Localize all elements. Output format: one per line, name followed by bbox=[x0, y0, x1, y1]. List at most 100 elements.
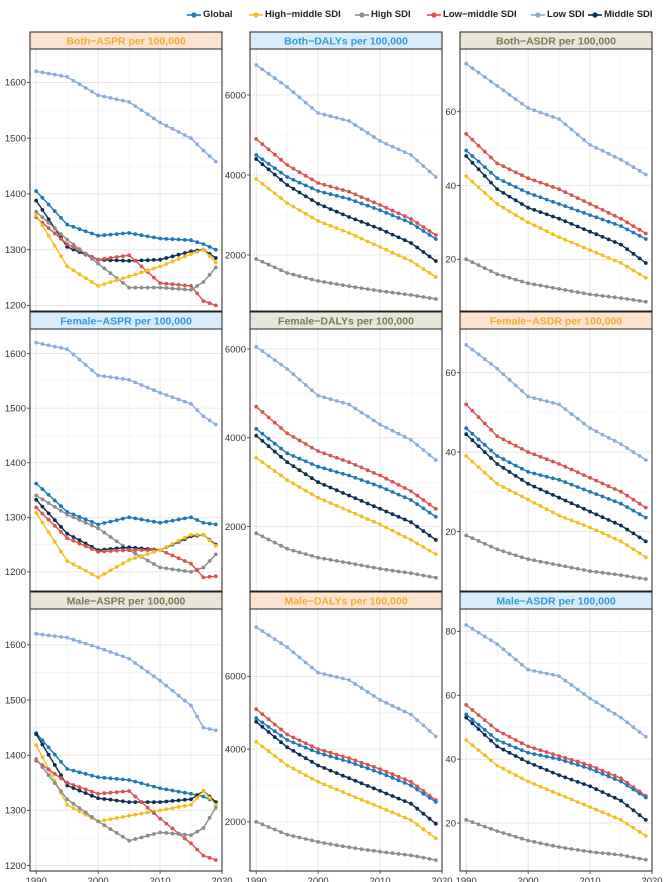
legend-key-icon bbox=[187, 12, 201, 18]
data-point bbox=[316, 480, 320, 485]
data-point bbox=[272, 358, 277, 362]
data-point bbox=[433, 237, 438, 241]
data-point bbox=[520, 662, 524, 667]
panel-border bbox=[29, 48, 223, 312]
data-point bbox=[421, 723, 426, 728]
data-point bbox=[341, 790, 345, 794]
data-point bbox=[170, 826, 175, 831]
data-point bbox=[201, 532, 206, 537]
data-point bbox=[266, 464, 271, 469]
data-point bbox=[310, 105, 314, 110]
data-point bbox=[396, 253, 401, 258]
data-point bbox=[65, 264, 70, 269]
data-point bbox=[291, 454, 296, 458]
data-point bbox=[526, 191, 530, 195]
data-point bbox=[569, 847, 574, 851]
data-point bbox=[384, 205, 389, 210]
data-point bbox=[121, 654, 125, 659]
data-point bbox=[96, 233, 100, 238]
data-point bbox=[46, 221, 51, 225]
data-point bbox=[384, 850, 389, 855]
data-point bbox=[526, 205, 530, 210]
data-point bbox=[365, 784, 370, 788]
data-point bbox=[532, 484, 537, 489]
data-point bbox=[409, 801, 413, 806]
data-point bbox=[322, 182, 327, 187]
data-point bbox=[489, 196, 493, 201]
data-point bbox=[637, 830, 642, 834]
x-tick-label: 2000 bbox=[308, 876, 329, 882]
data-point bbox=[145, 552, 150, 556]
data-point bbox=[158, 120, 163, 125]
data-point bbox=[266, 749, 271, 754]
data-point bbox=[59, 773, 63, 778]
data-point bbox=[501, 164, 506, 169]
data-point bbox=[489, 362, 493, 366]
data-point bbox=[427, 574, 432, 579]
data-point bbox=[563, 204, 568, 209]
data-point bbox=[353, 123, 358, 127]
data-point bbox=[433, 506, 438, 511]
facet-title: Female−DALYs per 100,000 bbox=[278, 316, 414, 328]
data-point bbox=[532, 840, 537, 844]
data-point bbox=[532, 282, 537, 287]
data-point bbox=[582, 227, 586, 232]
data-point bbox=[59, 530, 63, 534]
data-point bbox=[266, 353, 271, 358]
data-point bbox=[513, 738, 518, 742]
data-point bbox=[415, 294, 420, 298]
data-point bbox=[402, 214, 407, 219]
data-point bbox=[402, 781, 407, 785]
data-point bbox=[359, 764, 364, 769]
data-point bbox=[526, 106, 530, 110]
data-point bbox=[594, 215, 599, 220]
data-point bbox=[575, 208, 580, 213]
data-point bbox=[303, 773, 308, 778]
data-point bbox=[272, 76, 277, 81]
data-point bbox=[532, 208, 537, 212]
data-point bbox=[501, 274, 506, 278]
data-point bbox=[52, 344, 57, 349]
data-point bbox=[341, 506, 345, 511]
data-point bbox=[285, 175, 290, 179]
data-point bbox=[52, 634, 57, 638]
data-point bbox=[489, 79, 493, 84]
data-point bbox=[415, 784, 420, 789]
data-point bbox=[489, 170, 493, 175]
data-point bbox=[427, 510, 432, 515]
data-point bbox=[158, 264, 163, 269]
data-point bbox=[127, 838, 131, 843]
data-point bbox=[279, 426, 283, 430]
data-point bbox=[557, 287, 561, 291]
data-point bbox=[501, 179, 506, 184]
data-point bbox=[322, 221, 327, 226]
data-point bbox=[365, 501, 370, 506]
data-point bbox=[114, 790, 119, 794]
data-point bbox=[176, 517, 181, 522]
data-point bbox=[260, 67, 265, 72]
data-point bbox=[176, 257, 181, 261]
data-point bbox=[384, 773, 389, 778]
data-point bbox=[182, 836, 187, 841]
data-point bbox=[476, 143, 481, 148]
data-point bbox=[139, 554, 144, 558]
data-point bbox=[421, 545, 426, 549]
data-point bbox=[489, 638, 493, 643]
data-point bbox=[279, 196, 283, 201]
data-point bbox=[569, 565, 574, 570]
data-point bbox=[353, 199, 358, 204]
data-point bbox=[501, 740, 506, 745]
data-point bbox=[297, 655, 302, 660]
data-point bbox=[588, 426, 592, 431]
data-point bbox=[310, 277, 314, 282]
data-point bbox=[83, 791, 88, 795]
data-point bbox=[189, 791, 193, 796]
data-point bbox=[495, 176, 500, 181]
data-point bbox=[409, 259, 413, 263]
data-point bbox=[495, 547, 500, 552]
data-point bbox=[272, 172, 277, 177]
data-point bbox=[575, 485, 580, 489]
data-point bbox=[625, 780, 630, 785]
data-point bbox=[279, 157, 283, 162]
data-point bbox=[359, 286, 364, 290]
